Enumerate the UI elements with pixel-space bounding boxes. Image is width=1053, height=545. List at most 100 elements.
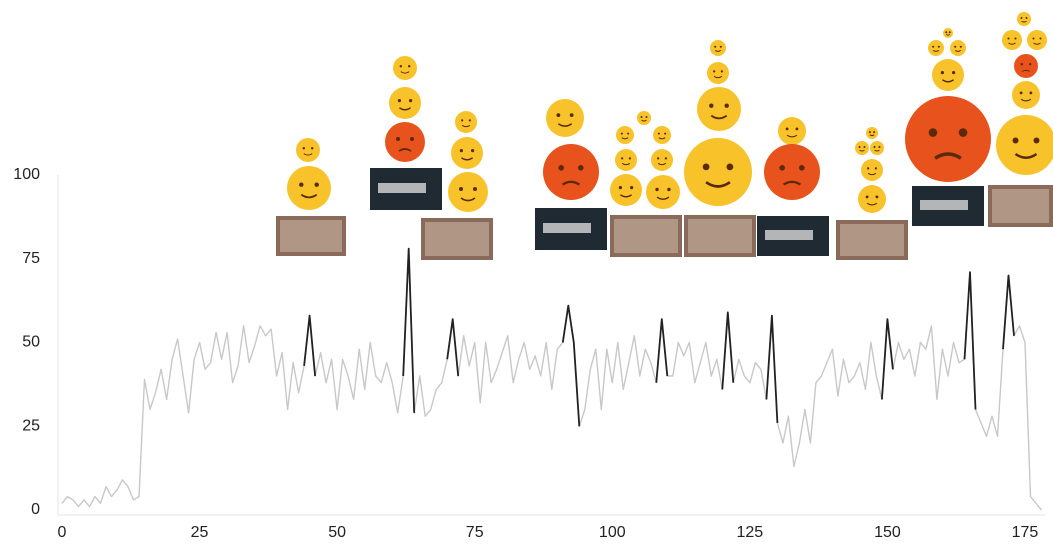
emoji <box>546 99 584 137</box>
emoji-eye <box>724 103 729 108</box>
emoji-face <box>653 126 671 144</box>
emoji-eye <box>578 165 584 171</box>
emoji-mouth <box>705 181 731 188</box>
emoji <box>707 62 729 84</box>
emoji-eye <box>1014 37 1017 40</box>
highlight-segment <box>561 304 581 427</box>
emoji-eye <box>1012 137 1019 144</box>
emoji-face <box>1027 30 1047 50</box>
emoji-eye <box>302 147 305 150</box>
emoji-eye <box>873 145 876 148</box>
emoji-eye <box>473 187 477 191</box>
x-tick-label: 175 <box>1012 524 1039 541</box>
emoji <box>764 144 820 200</box>
y-tick-label: 0 <box>31 501 40 518</box>
emoji <box>684 138 752 206</box>
emoji-mouth <box>656 196 670 200</box>
emoji-eye <box>702 163 710 171</box>
emoji-face <box>385 122 425 162</box>
emoji-mouth <box>1020 98 1032 102</box>
emoji-eye <box>468 119 471 122</box>
thumbnail-scene <box>614 219 678 253</box>
emoji-face <box>1002 30 1022 50</box>
emoji-mouth <box>874 149 880 152</box>
emoji-mouth <box>657 162 667 166</box>
emoji-mouth <box>300 193 318 199</box>
emoji-eye <box>954 45 957 48</box>
emoji <box>287 166 331 210</box>
emoji <box>778 117 806 145</box>
thumbnail-scene <box>425 222 489 256</box>
emoji-eye <box>958 128 968 137</box>
emoji-mouth <box>557 123 573 127</box>
emoji-mouth <box>869 134 875 137</box>
emoji-mouth <box>782 180 802 186</box>
emoji-mouth <box>867 172 877 176</box>
emoji-mouth <box>866 202 878 206</box>
emoji-mouth <box>461 124 471 128</box>
emoji-eye <box>314 182 319 187</box>
thumbnail-logo <box>920 200 968 210</box>
highlight-segment <box>881 318 894 400</box>
highlight-segment <box>446 318 460 377</box>
emoji-mouth <box>461 157 473 161</box>
emoji-eye <box>657 132 660 135</box>
emoji-eye <box>795 127 799 131</box>
emoji-mouth <box>934 152 962 160</box>
emoji-eye <box>867 167 870 170</box>
emoji-eye <box>868 131 871 134</box>
emoji <box>296 138 320 162</box>
emoji-eye <box>569 113 574 118</box>
x-tick-label: 125 <box>736 524 763 541</box>
emoji <box>651 149 673 171</box>
emoji <box>610 174 642 206</box>
emoji-mouth <box>945 34 951 36</box>
emoji-eye <box>714 45 717 48</box>
emoji-face <box>710 40 726 56</box>
emoji-eye <box>858 145 861 148</box>
emoji <box>389 87 421 119</box>
emoji-face <box>637 111 651 125</box>
emoji-eye <box>667 187 671 192</box>
emoji-face <box>546 99 584 137</box>
emoji-face <box>448 172 488 212</box>
emoji-face <box>697 87 741 131</box>
emoji-eye <box>1033 137 1040 144</box>
emoji <box>1002 30 1022 50</box>
emoji-eye <box>640 115 643 118</box>
emoji <box>637 111 651 125</box>
emoji-eye <box>779 165 785 171</box>
emoji <box>950 40 966 56</box>
emoji-eye <box>1007 37 1010 40</box>
thumbnail-scene <box>992 189 1049 223</box>
emoji-mouth <box>1021 20 1027 23</box>
emoji-eye <box>627 132 630 135</box>
emoji-face <box>996 115 1053 175</box>
emoji-eye <box>713 70 716 73</box>
emoji <box>861 159 883 181</box>
emoji-eye <box>873 131 876 134</box>
emoji-face <box>389 87 421 119</box>
highlight-segment <box>303 314 316 377</box>
emoji <box>996 115 1053 175</box>
emoji <box>543 144 599 200</box>
emoji <box>1017 12 1031 26</box>
y-tick-label: 50 <box>22 334 40 351</box>
emoji-eye <box>1019 91 1023 95</box>
emoji-face <box>707 62 729 84</box>
emoji <box>616 126 634 144</box>
highlight-segment <box>721 311 735 390</box>
x-tick-label: 100 <box>599 524 626 541</box>
emoji <box>866 127 878 139</box>
emoji-eye <box>1029 91 1033 95</box>
emoji-eye <box>959 45 962 48</box>
emoji-mouth <box>621 137 629 140</box>
emoji-eye <box>664 132 667 135</box>
emoji-eye <box>874 167 877 170</box>
x-tick-label: 25 <box>191 524 209 541</box>
highlight-segment <box>402 247 416 413</box>
y-tick-label: 75 <box>22 250 40 267</box>
emoji-eye <box>945 31 948 34</box>
x-tick-label: 50 <box>328 524 346 541</box>
emoji-eye <box>399 65 402 68</box>
